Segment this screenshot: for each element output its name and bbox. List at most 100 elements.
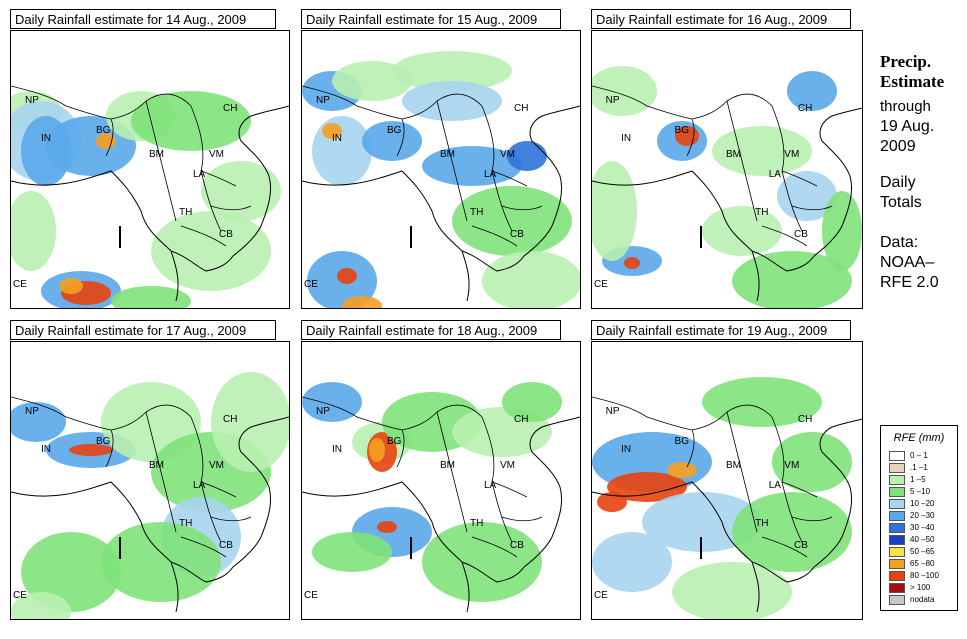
legend-label: nodata	[910, 595, 935, 604]
rain-area	[712, 126, 812, 176]
map-panel: Daily Rainfall estimate for 16 Aug., 200…	[591, 9, 863, 309]
island	[410, 226, 412, 248]
legend-swatch	[889, 499, 905, 509]
country-label: BG	[387, 125, 402, 136]
country-label: CB	[794, 540, 808, 551]
legend-label: 0 – 1	[910, 451, 928, 460]
sidebar-title-line1: Precip.	[880, 52, 932, 71]
sidebar-data-source: Data: NOAA– RFE 2.0	[880, 233, 939, 293]
island	[700, 226, 702, 248]
rain-area	[777, 171, 837, 221]
country-label: CH	[514, 414, 528, 425]
country-label: CH	[798, 414, 812, 425]
country-label: BG	[675, 125, 690, 136]
panel-title: Daily Rainfall estimate for 15 Aug., 200…	[301, 9, 561, 29]
country-borders	[302, 85, 543, 247]
country-label: IN	[621, 133, 631, 144]
coastline	[592, 107, 862, 302]
rain-area	[592, 66, 657, 116]
rain-area	[642, 492, 762, 552]
sidebar-data-line3: RFE 2.0	[880, 274, 939, 291]
country-borders	[11, 396, 252, 558]
country-label: LA	[484, 480, 497, 491]
country-label: IN	[41, 133, 51, 144]
rain-area	[111, 286, 191, 308]
legend-label: > 100	[910, 583, 931, 592]
rain-area	[211, 372, 289, 472]
rain-area	[131, 91, 251, 151]
sidebar-daily-line2: Totals	[880, 194, 922, 211]
country-label: CH	[223, 103, 237, 114]
island	[700, 537, 702, 559]
island	[119, 226, 121, 248]
rain-area	[592, 161, 637, 261]
rain-area	[59, 278, 83, 294]
legend-label: 1 –5	[910, 475, 926, 484]
sidebar-daily-totals: Daily Totals	[880, 173, 922, 213]
rain-area	[452, 186, 572, 256]
sidebar-date: 19 Aug. 2009	[880, 117, 934, 157]
legend-label: 40 –50	[910, 535, 935, 544]
sidebar-title: Precip. Estimate	[880, 52, 944, 92]
country-label: BG	[675, 436, 690, 447]
legend-swatch	[889, 583, 905, 593]
country-label: CE	[304, 279, 318, 290]
country-label: NP	[606, 95, 620, 106]
country-label: VM	[500, 149, 515, 160]
country-label: LA	[193, 480, 206, 491]
country-label: IN	[621, 444, 631, 455]
country-label: VM	[784, 149, 799, 160]
legend-label: 20 –30	[910, 511, 935, 520]
rain-area	[151, 211, 271, 291]
coastline	[592, 418, 862, 613]
legend-swatch	[889, 559, 905, 569]
country-label: LA	[769, 169, 782, 180]
sidebar-daily-line1: Daily	[880, 174, 916, 191]
coastline	[11, 416, 289, 613]
sidebar-date-line2: 2009	[880, 138, 916, 155]
country-label: VM	[500, 460, 515, 471]
rain-area	[507, 141, 547, 171]
rain-area	[667, 462, 697, 478]
country-borders	[11, 85, 252, 247]
country-label: LA	[484, 169, 497, 180]
rainfall-map: NP CH IN BG BM VM LA TH CB CE	[301, 30, 581, 309]
panel-title: Daily Rainfall estimate for 18 Aug., 200…	[301, 320, 561, 340]
rainfall-map: NP CH IN BG BM VM LA TH CB CE	[591, 341, 863, 620]
legend-swatch	[889, 571, 905, 581]
country-label: BM	[440, 149, 455, 160]
country-label: CH	[798, 103, 812, 114]
map-panel: Daily Rainfall estimate for 19 Aug., 200…	[591, 320, 863, 620]
panel-title: Daily Rainfall estimate for 17 Aug., 200…	[10, 320, 276, 340]
map-panel: Daily Rainfall estimate for 14 Aug., 200…	[10, 9, 290, 309]
island	[410, 537, 412, 559]
map-panel: Daily Rainfall estimate for 17 Aug., 200…	[10, 320, 290, 620]
legend-swatch	[889, 475, 905, 485]
country-label: VM	[209, 460, 224, 471]
country-label: TH	[179, 207, 192, 218]
rain-area	[772, 432, 852, 492]
country-label: TH	[470, 207, 483, 218]
country-label: BM	[149, 149, 164, 160]
rainfall-map: NP CH IN BG BM VM LA TH CB CE	[10, 30, 290, 309]
rain-area	[702, 377, 822, 427]
rain-area	[312, 116, 372, 186]
rainfall-map: NP CH IN BG BM VM LA TH CB CE	[10, 341, 290, 620]
panel-title: Daily Rainfall estimate for 14 Aug., 200…	[10, 9, 276, 29]
rain-area	[482, 251, 580, 308]
legend-swatch	[889, 547, 905, 557]
sidebar-title-line2: Estimate	[880, 72, 945, 91]
country-label: TH	[470, 518, 483, 529]
rain-area	[101, 522, 221, 602]
country-label: CE	[13, 279, 27, 290]
country-label: BM	[440, 460, 455, 471]
rain-area	[337, 268, 357, 284]
rain-area	[732, 492, 852, 572]
sidebar-data-line2: NOAA–	[880, 254, 935, 271]
country-label: NP	[606, 406, 620, 417]
country-label: VM	[209, 149, 224, 160]
country-label: BM	[726, 149, 741, 160]
